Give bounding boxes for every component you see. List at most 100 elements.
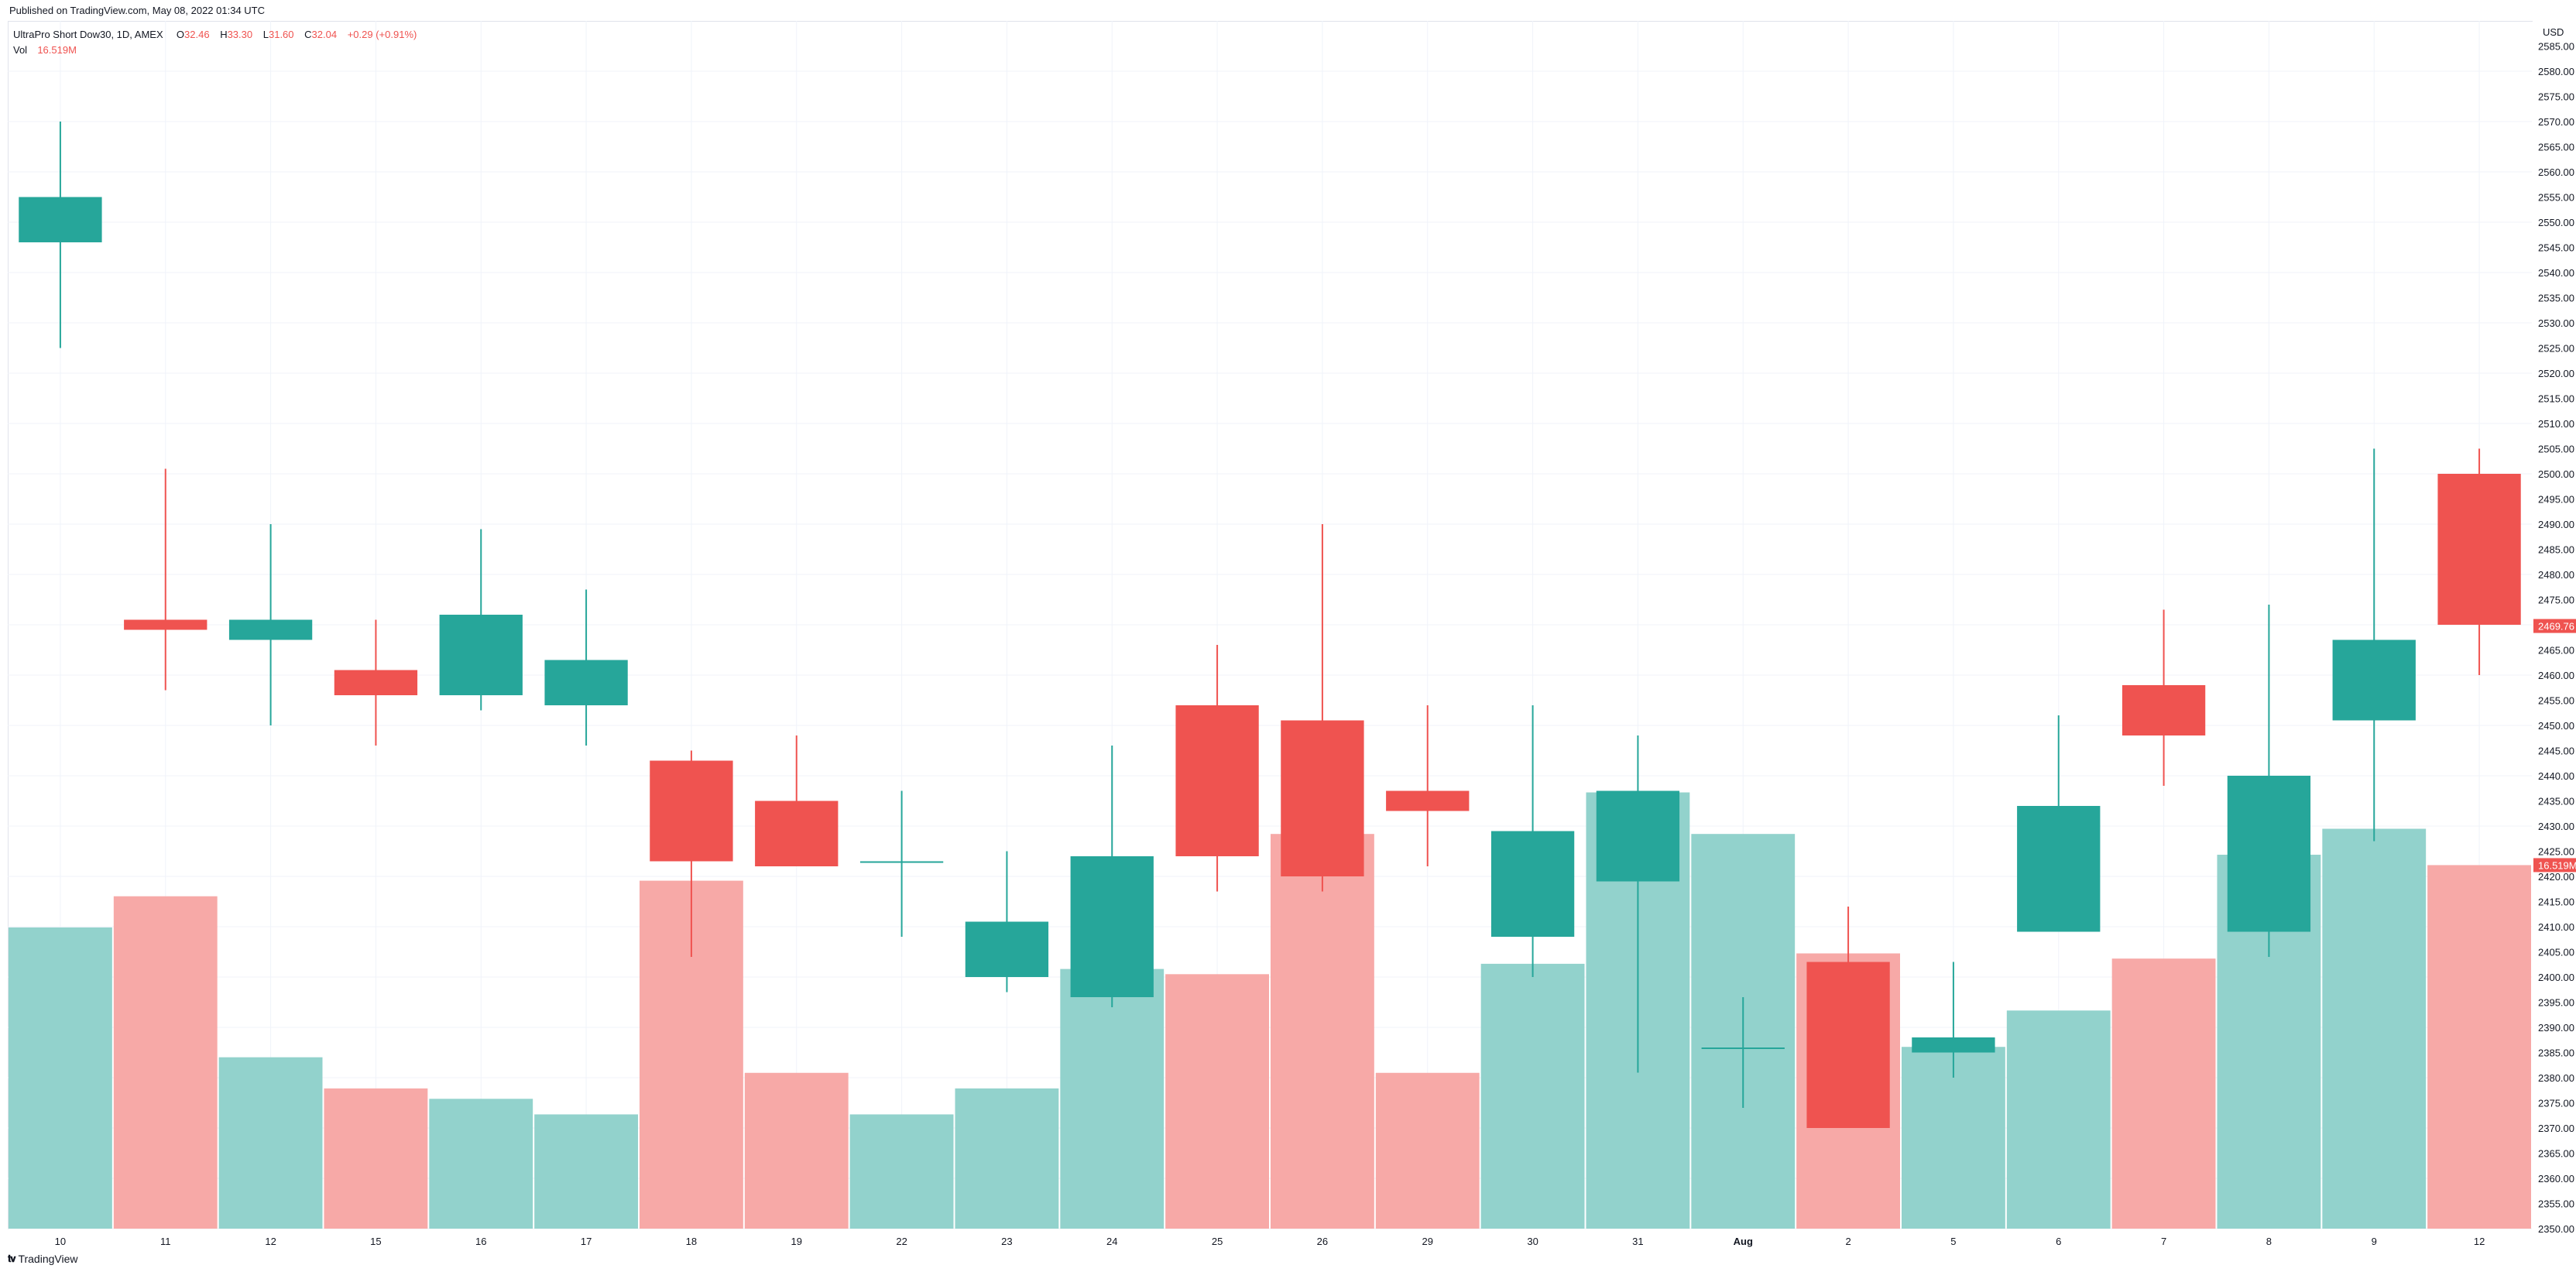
tradingview-brand: TradingView xyxy=(18,1253,78,1265)
price-tick-label: 2560.00 xyxy=(2538,166,2574,178)
top-bar: Published on TradingView.com, May 08, 20… xyxy=(0,0,2576,20)
price-axis[interactable]: 2350.00 2355.00 2360.00 2365.00 2370.00 2375.… xyxy=(2533,26,2576,1235)
volume-bar xyxy=(429,1099,533,1229)
price-tick-label: 2350.00 xyxy=(2538,1223,2574,1235)
legend-high-label: H xyxy=(220,29,228,40)
price-tick-label: 2435.00 xyxy=(2538,796,2574,807)
time-tick-label: 18 xyxy=(686,1236,697,1247)
candle-body xyxy=(544,660,628,705)
price-tick-label: 2535.00 xyxy=(2538,293,2574,304)
candle-body xyxy=(19,197,102,242)
time-tick-label: 25 xyxy=(1212,1236,1223,1247)
legend-close-value: 32.04 xyxy=(311,29,338,40)
price-tick-label: 2360.00 xyxy=(2538,1173,2574,1185)
price-tick-label: 2370.00 xyxy=(2538,1123,2574,1134)
candle-body xyxy=(124,619,208,630)
footer[interactable]: 𝐭𝐯 TradingView xyxy=(8,1250,78,1267)
time-tick-label: 12 xyxy=(2474,1236,2485,1247)
time-tick-label: 26 xyxy=(1317,1236,1328,1247)
time-tick-label: 10 xyxy=(55,1236,66,1247)
time-tick-label: 12 xyxy=(265,1236,276,1247)
legend-change: +0.29 (+0.91%) xyxy=(347,29,417,40)
chart-legend: UltraPro Short Dow30, 1D, AMEX O32.46 H3… xyxy=(13,27,424,58)
tradingview-logo-icon: 𝐭𝐯 xyxy=(8,1253,16,1264)
price-tick-label: 2545.00 xyxy=(2538,242,2574,254)
candle-body xyxy=(2227,776,2311,932)
legend-open-label: O xyxy=(176,29,185,40)
candle-body xyxy=(2437,474,2521,625)
price-tick-label: 2485.00 xyxy=(2538,544,2574,556)
price-tick-label: 2395.00 xyxy=(2538,997,2574,1009)
legend-high-value: 33.30 xyxy=(227,29,253,40)
last-price-label: 2469.76 xyxy=(2538,621,2574,633)
time-tick-label: 29 xyxy=(1422,1236,1433,1247)
legend-ohlc-row: UltraPro Short Dow30, 1D, AMEX O32.46 H3… xyxy=(13,27,424,43)
candle-body xyxy=(650,760,733,862)
time-tick-label: 22 xyxy=(896,1236,907,1247)
time-axis[interactable]: 10 11 12 15 16 17 18 19 22 23 24 25 26 29 30 31 Aug 2 5 6 7 8… xyxy=(55,1236,2485,1247)
price-tick-label: 2495.00 xyxy=(2538,494,2574,506)
candle-body xyxy=(1070,856,1154,997)
price-tick-label: 2555.00 xyxy=(2538,192,2574,204)
candles xyxy=(19,122,2521,1128)
time-tick-label: 8 xyxy=(2266,1236,2272,1247)
price-tick-label: 2465.00 xyxy=(2538,645,2574,657)
legend-vol-value: 16.519M xyxy=(37,44,77,56)
volume-bar xyxy=(1060,969,1165,1229)
price-tick-label: 2445.00 xyxy=(2538,746,2574,757)
volume-bar xyxy=(1165,974,1269,1229)
price-tick-label: 2415.00 xyxy=(2538,897,2574,908)
candle-body xyxy=(1386,790,1470,811)
price-tick-label: 2385.00 xyxy=(2538,1047,2574,1059)
candle-body xyxy=(1281,720,1364,876)
volume-bar xyxy=(2111,958,2216,1229)
candle-body xyxy=(439,615,523,695)
price-tick-label: 2520.00 xyxy=(2538,368,2574,379)
volume-badge xyxy=(2533,858,2576,873)
candle-body xyxy=(334,670,418,695)
price-tick-label: 2565.00 xyxy=(2538,142,2574,153)
time-tick-label: 7 xyxy=(2161,1236,2166,1247)
price-tick-label: 2400.00 xyxy=(2538,972,2574,983)
candle-body xyxy=(1490,831,1575,937)
price-tick-label: 2525.00 xyxy=(2538,343,2574,355)
legend-symbol: UltraPro Short Dow30, 1D, AMEX xyxy=(13,29,163,40)
time-tick-label: 24 xyxy=(1106,1236,1117,1247)
volume-badge-label: 16.519M xyxy=(2538,859,2576,871)
legend-vol-label: Vol xyxy=(13,44,28,56)
time-tick-label: 9 xyxy=(2372,1236,2377,1247)
price-tick-label: 2480.00 xyxy=(2538,569,2574,581)
price-tick-label: 2515.00 xyxy=(2538,393,2574,405)
candle-body xyxy=(2017,806,2101,932)
published-text: Published on TradingView.com, May 08, 20… xyxy=(9,5,266,16)
candle-body xyxy=(1701,1047,1785,1049)
time-tick-label: 31 xyxy=(1632,1236,1643,1247)
price-tick-label: 2575.00 xyxy=(2538,91,2574,103)
volume-bar xyxy=(534,1114,638,1229)
candle-body xyxy=(228,619,313,640)
legend-open-value: 32.46 xyxy=(184,29,210,40)
candle-body xyxy=(2122,685,2206,735)
currency-label: USD xyxy=(2543,26,2564,38)
volume-bar xyxy=(9,927,112,1229)
volume-bar xyxy=(2322,828,2427,1229)
price-tick-label: 2475.00 xyxy=(2538,595,2574,606)
volume-bars xyxy=(9,792,2531,1229)
price-tick-label: 2425.00 xyxy=(2538,846,2574,858)
price-tick-label: 2355.00 xyxy=(2538,1198,2574,1210)
price-tick-label: 2440.00 xyxy=(2538,770,2574,782)
time-tick-label: 16 xyxy=(475,1236,486,1247)
candle-body xyxy=(859,861,944,863)
candle-body xyxy=(755,801,839,866)
volume-bar xyxy=(744,1072,849,1229)
volume-bar xyxy=(1375,1072,1480,1229)
candle-body xyxy=(1175,705,1259,856)
price-tick-label: 2505.00 xyxy=(2538,444,2574,455)
volume-bar xyxy=(324,1088,428,1229)
time-tick-label: 11 xyxy=(160,1236,171,1247)
price-tick-label: 2380.00 xyxy=(2538,1072,2574,1084)
time-tick-label: 6 xyxy=(2056,1236,2061,1247)
last-price-badge xyxy=(2533,619,2576,633)
price-tick-label: 2390.00 xyxy=(2538,1022,2574,1034)
